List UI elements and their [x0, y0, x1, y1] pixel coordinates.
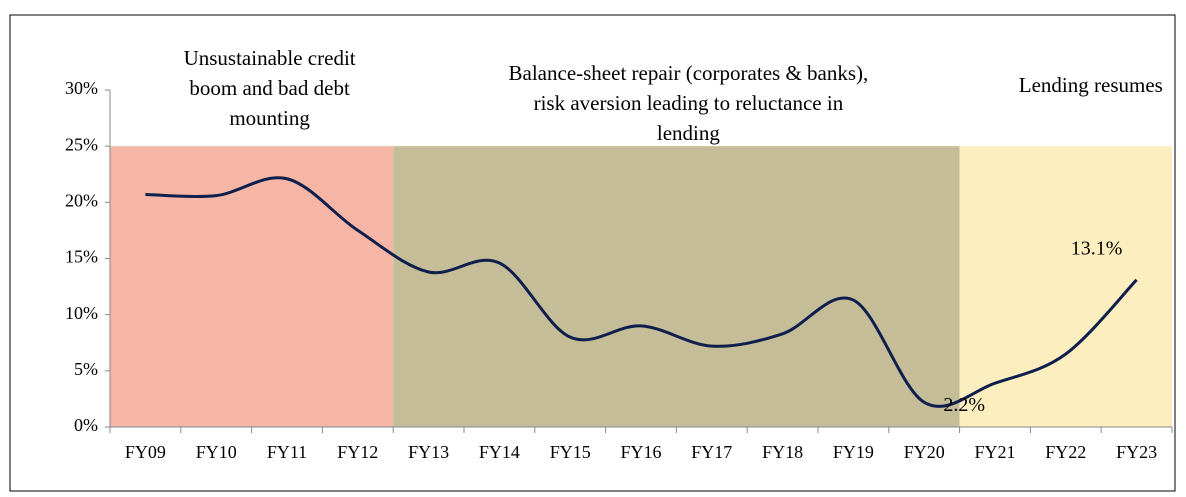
chart-frame: [9, 14, 1176, 492]
y-tick-label: 10%: [65, 303, 98, 323]
y-tick-label: 15%: [65, 247, 98, 267]
y-tick-label: 25%: [65, 134, 98, 154]
y-tick-label: 30%: [65, 78, 98, 98]
x-tick-label: FY15: [550, 442, 591, 462]
region-label: mounting: [229, 106, 310, 130]
region-label: Unsustainable credit: [184, 46, 356, 70]
region-band: [959, 146, 1172, 427]
x-tick-label: FY11: [267, 442, 307, 462]
x-tick-label: FY21: [974, 442, 1015, 462]
x-tick-label: FY20: [904, 442, 945, 462]
x-tick-label: FY23: [1116, 442, 1157, 462]
x-tick-label: FY17: [691, 442, 732, 462]
region-band: [393, 146, 960, 427]
region-label: lending: [657, 121, 720, 145]
x-tick-label: FY16: [620, 442, 661, 462]
data-label: 2.2%: [943, 394, 985, 416]
x-tick-label: FY12: [337, 442, 378, 462]
region-label: Lending resumes: [1019, 73, 1163, 97]
x-tick-label: FY18: [762, 442, 803, 462]
x-tick-label: FY19: [833, 442, 874, 462]
x-tick-label: FY13: [408, 442, 449, 462]
x-tick-label: FY14: [479, 442, 520, 462]
data-label: 13.1%: [1071, 237, 1123, 259]
y-tick-label: 0%: [74, 415, 98, 435]
x-tick-label: FY09: [125, 442, 166, 462]
region-label: boom and bad debt: [189, 76, 350, 100]
y-tick-label: 5%: [74, 359, 98, 379]
region-band: [110, 146, 394, 427]
data-line: [145, 176, 1138, 408]
x-tick-label: FY10: [196, 442, 237, 462]
region-label: Balance-sheet repair (corporates & banks…: [509, 61, 869, 85]
region-label: risk aversion leading to reluctance in: [534, 91, 844, 115]
y-tick-label: 20%: [65, 190, 98, 210]
x-tick-label: FY22: [1045, 442, 1086, 462]
